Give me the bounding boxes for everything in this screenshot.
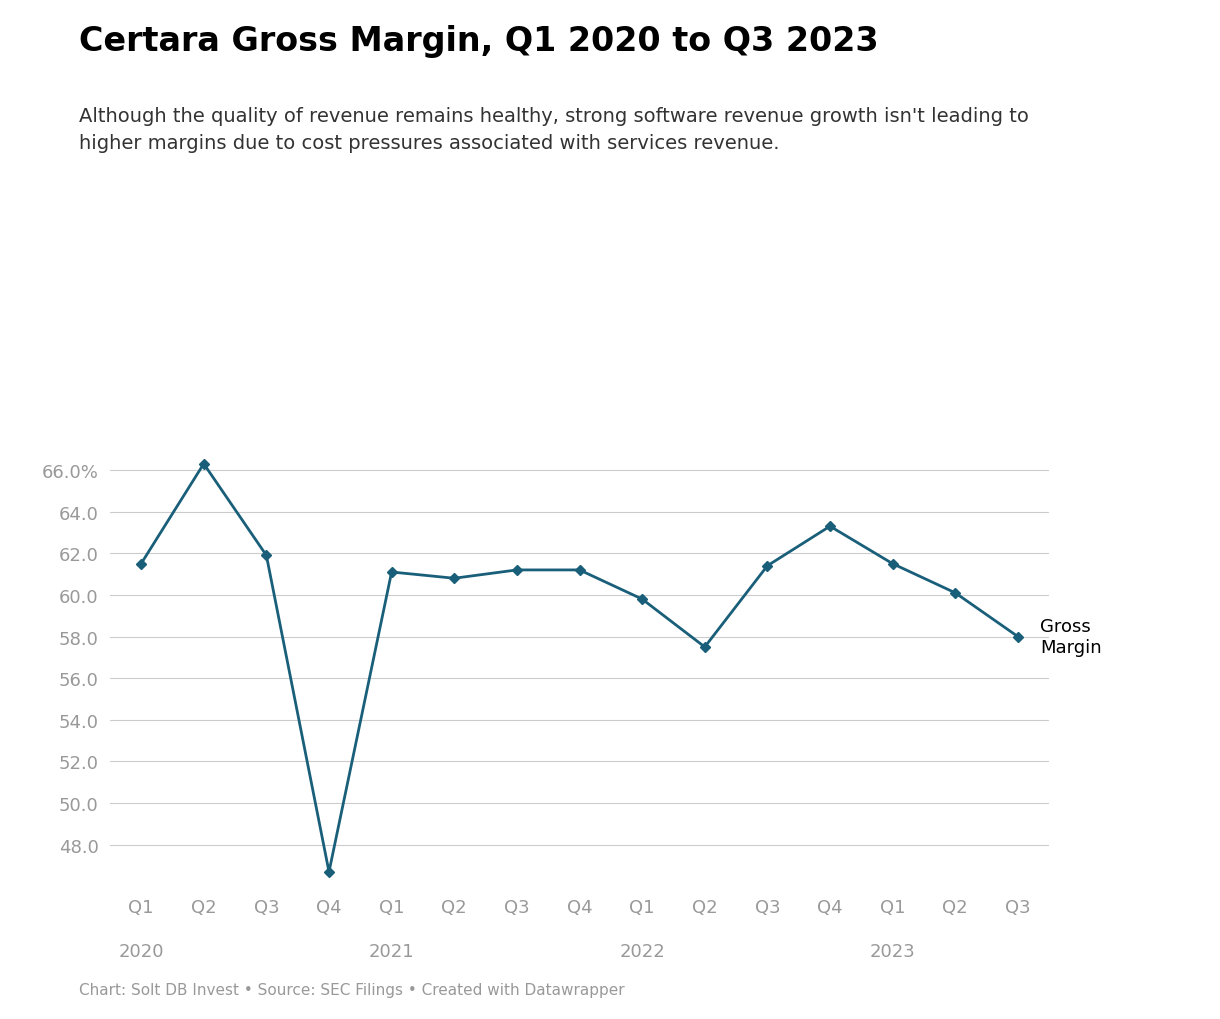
Text: 2023: 2023 — [870, 943, 915, 961]
Text: 2021: 2021 — [368, 943, 415, 961]
Text: Certara Gross Margin, Q1 2020 to Q3 2023: Certara Gross Margin, Q1 2020 to Q3 2023 — [79, 25, 878, 58]
Text: Although the quality of revenue remains healthy, strong software revenue growth : Although the quality of revenue remains … — [79, 107, 1030, 153]
Text: 2022: 2022 — [620, 943, 665, 961]
Text: Chart: Solt DB Invest • Source: SEC Filings • Created with Datawrapper: Chart: Solt DB Invest • Source: SEC Fili… — [79, 981, 625, 997]
Text: 2020: 2020 — [118, 943, 163, 961]
Text: Gross
Margin: Gross Margin — [1039, 618, 1102, 656]
